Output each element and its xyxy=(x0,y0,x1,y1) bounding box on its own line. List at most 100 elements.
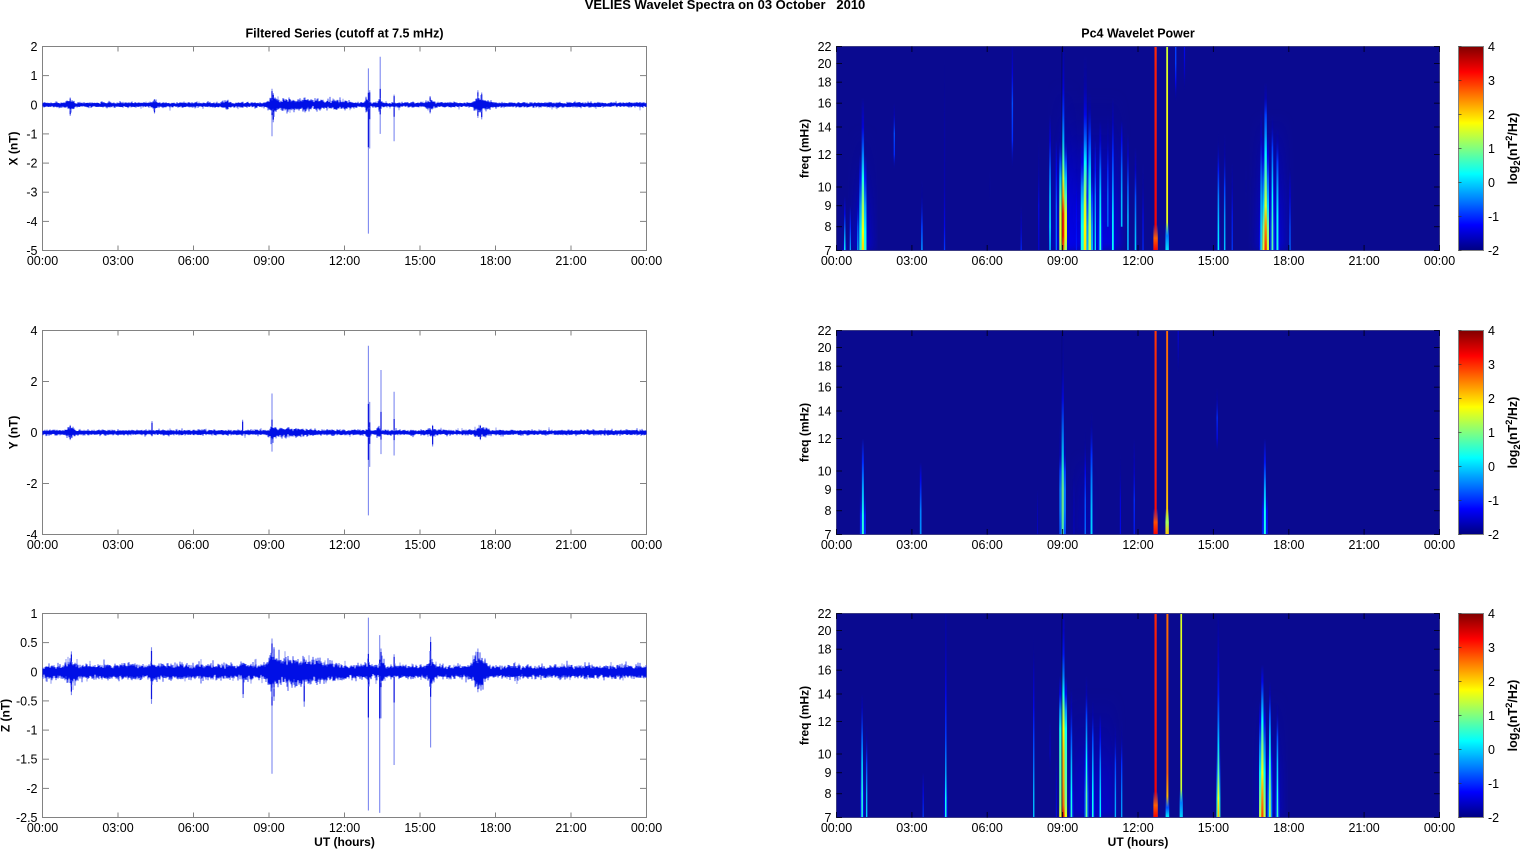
svg-text:12:00: 12:00 xyxy=(1122,821,1153,835)
svg-text:09:00: 09:00 xyxy=(1047,821,1078,835)
svg-text:7: 7 xyxy=(825,811,832,825)
svg-text:12: 12 xyxy=(818,715,832,729)
svg-text:20: 20 xyxy=(818,624,832,638)
svg-text:0.5: 0.5 xyxy=(20,636,37,650)
svg-text:22: 22 xyxy=(818,324,832,338)
svg-text:3: 3 xyxy=(1488,641,1495,655)
svg-text:10: 10 xyxy=(818,748,832,762)
svg-text:-1: -1 xyxy=(1488,494,1499,508)
svg-text:log2(nT2/Hz): log2(nT2/Hz) xyxy=(1504,113,1523,185)
svg-text:00:00: 00:00 xyxy=(1424,538,1455,552)
svg-text:00:00: 00:00 xyxy=(27,254,58,268)
svg-text:4: 4 xyxy=(1488,40,1495,54)
svg-text:00:00: 00:00 xyxy=(631,821,662,835)
svg-text:00:00: 00:00 xyxy=(631,538,662,552)
svg-text:-1: -1 xyxy=(1488,777,1499,791)
svg-text:09:00: 09:00 xyxy=(1047,254,1078,268)
svg-text:7: 7 xyxy=(825,528,832,542)
svg-text:12:00: 12:00 xyxy=(329,538,360,552)
svg-text:18: 18 xyxy=(818,360,832,374)
svg-text:-2: -2 xyxy=(1488,811,1499,825)
svg-text:20: 20 xyxy=(818,57,832,71)
svg-text:-2: -2 xyxy=(26,157,37,171)
svg-text:14: 14 xyxy=(818,405,832,419)
svg-text:8: 8 xyxy=(825,787,832,801)
svg-text:3: 3 xyxy=(1488,74,1495,88)
svg-text:1: 1 xyxy=(31,607,38,621)
svg-text:18: 18 xyxy=(818,643,832,657)
svg-text:2: 2 xyxy=(1488,675,1495,689)
svg-text:1: 1 xyxy=(1488,426,1495,440)
svg-text:12:00: 12:00 xyxy=(1122,538,1153,552)
svg-text:2: 2 xyxy=(1488,108,1495,122)
svg-text:Filtered Series (cutoff at 7.5: Filtered Series (cutoff at 7.5 mHz) xyxy=(246,27,444,41)
svg-text:0: 0 xyxy=(1488,743,1495,757)
svg-text:-1: -1 xyxy=(26,127,37,141)
svg-text:16: 16 xyxy=(818,381,832,395)
svg-text:0: 0 xyxy=(1488,176,1495,190)
svg-text:12:00: 12:00 xyxy=(329,254,360,268)
svg-text:Z (nT): Z (nT) xyxy=(0,699,13,732)
svg-text:-2: -2 xyxy=(26,782,37,796)
svg-text:-1: -1 xyxy=(26,724,37,738)
svg-text:22: 22 xyxy=(818,607,832,621)
svg-text:1: 1 xyxy=(31,69,38,83)
svg-text:16: 16 xyxy=(818,664,832,678)
svg-text:10: 10 xyxy=(818,465,832,479)
svg-text:00:00: 00:00 xyxy=(27,821,58,835)
svg-text:-1: -1 xyxy=(1488,210,1499,224)
svg-text:9: 9 xyxy=(825,199,832,213)
svg-text:03:00: 03:00 xyxy=(102,538,133,552)
svg-text:-2: -2 xyxy=(26,477,37,491)
svg-text:-1.5: -1.5 xyxy=(16,753,38,767)
svg-text:freq (mHz): freq (mHz) xyxy=(798,403,812,462)
svg-text:18:00: 18:00 xyxy=(1273,821,1304,835)
svg-text:21:00: 21:00 xyxy=(1348,538,1379,552)
svg-text:2: 2 xyxy=(31,375,38,389)
svg-text:4: 4 xyxy=(1488,607,1495,621)
svg-text:15:00: 15:00 xyxy=(1198,254,1229,268)
svg-text:10: 10 xyxy=(818,181,832,195)
svg-text:18: 18 xyxy=(818,76,832,90)
svg-text:06:00: 06:00 xyxy=(972,538,1003,552)
svg-text:1: 1 xyxy=(1488,142,1495,156)
svg-text:2: 2 xyxy=(1488,392,1495,406)
svg-text:00:00: 00:00 xyxy=(821,538,852,552)
svg-text:06:00: 06:00 xyxy=(972,254,1003,268)
svg-text:12: 12 xyxy=(818,432,832,446)
svg-text:14: 14 xyxy=(818,688,832,702)
svg-text:14: 14 xyxy=(818,121,832,135)
svg-text:09:00: 09:00 xyxy=(1047,538,1078,552)
svg-text:00:00: 00:00 xyxy=(821,821,852,835)
svg-text:22: 22 xyxy=(818,40,832,54)
svg-text:-2: -2 xyxy=(1488,244,1499,258)
svg-text:-0.5: -0.5 xyxy=(16,694,38,708)
svg-text:06:00: 06:00 xyxy=(178,538,209,552)
svg-text:06:00: 06:00 xyxy=(178,254,209,268)
svg-text:15:00: 15:00 xyxy=(404,254,435,268)
svg-text:03:00: 03:00 xyxy=(102,821,133,835)
svg-text:Y (nT): Y (nT) xyxy=(7,416,21,450)
svg-text:00:00: 00:00 xyxy=(631,254,662,268)
svg-text:03:00: 03:00 xyxy=(896,821,927,835)
svg-text:4: 4 xyxy=(1488,324,1495,338)
svg-text:9: 9 xyxy=(825,766,832,780)
svg-text:21:00: 21:00 xyxy=(555,538,586,552)
svg-text:12: 12 xyxy=(818,148,832,162)
svg-text:18:00: 18:00 xyxy=(1273,538,1304,552)
svg-text:21:00: 21:00 xyxy=(555,254,586,268)
svg-text:00:00: 00:00 xyxy=(821,254,852,268)
svg-text:4: 4 xyxy=(31,324,38,338)
svg-text:00:00: 00:00 xyxy=(1424,254,1455,268)
svg-text:21:00: 21:00 xyxy=(1348,254,1379,268)
svg-text:X (nT): X (nT) xyxy=(7,132,21,166)
svg-text:12:00: 12:00 xyxy=(329,821,360,835)
svg-text:09:00: 09:00 xyxy=(253,538,284,552)
svg-text:-4: -4 xyxy=(26,215,37,229)
svg-text:06:00: 06:00 xyxy=(972,821,1003,835)
svg-text:16: 16 xyxy=(818,97,832,111)
svg-text:Pc4 Wavelet Power: Pc4 Wavelet Power xyxy=(1081,27,1195,41)
svg-text:12:00: 12:00 xyxy=(1122,254,1153,268)
svg-text:0: 0 xyxy=(1488,460,1495,474)
svg-text:18:00: 18:00 xyxy=(480,821,511,835)
